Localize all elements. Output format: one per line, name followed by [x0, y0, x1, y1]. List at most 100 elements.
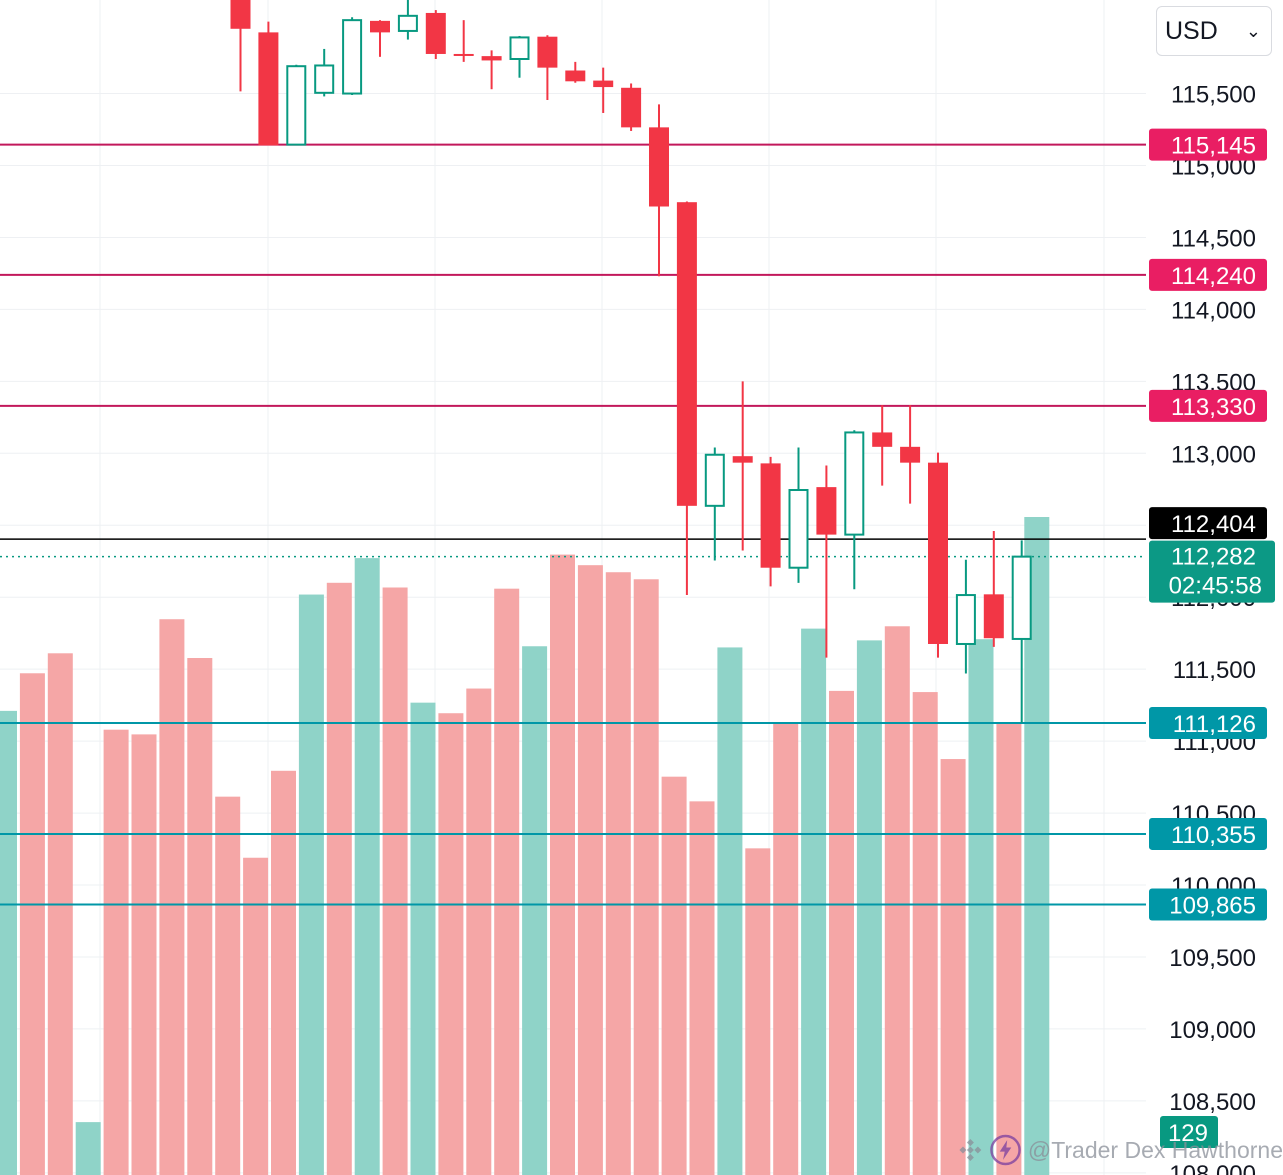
candle[interactable]: [816, 465, 837, 658]
price-level-labels: 115,145 114,240 113,330 111,126 110,355 109,8…: [1149, 128, 1275, 1148]
volume-bar: [243, 857, 269, 1175]
price-axis-tick-label: 111,500: [1173, 657, 1256, 684]
price-axis[interactable]: 115,500115,000114,500114,000113,500113,0…: [1169, 82, 1256, 1175]
candle-body: [453, 53, 474, 56]
resistance-price-label-text: 114,240: [1171, 263, 1256, 290]
candle[interactable]: [565, 61, 586, 83]
candle[interactable]: [1011, 540, 1032, 723]
candle[interactable]: [425, 10, 446, 60]
candle[interactable]: [649, 104, 669, 277]
candle[interactable]: [286, 64, 307, 146]
candle-body: [928, 462, 948, 644]
countdown-text: 02:45:58: [1169, 573, 1262, 600]
candle-body: [258, 32, 279, 146]
candle-body: [983, 594, 1004, 639]
avatar-bolt-icon: [990, 1134, 1021, 1166]
volume-bars: [0, 517, 1050, 1175]
watermark-text: @Trader Dex Hawthorne: [1027, 1136, 1283, 1163]
candle-body: [816, 487, 837, 535]
volume-bar: [661, 776, 687, 1175]
candle-body: [621, 87, 642, 128]
resistance-price-label: 115,145: [1149, 128, 1267, 161]
candle[interactable]: [453, 20, 474, 62]
support-price-label: 111,126: [1149, 706, 1267, 739]
candle[interactable]: [844, 430, 865, 590]
volume-bar: [577, 565, 603, 1175]
candle[interactable]: [509, 35, 530, 78]
resistance-price-label: 113,330: [1149, 389, 1267, 422]
volume-bar: [912, 692, 938, 1175]
support-price-label: 110,355: [1149, 817, 1267, 850]
candle[interactable]: [314, 48, 335, 97]
price-axis-tick-label: 113,000: [1171, 441, 1256, 468]
volume-bar: [438, 713, 464, 1175]
candle[interactable]: [872, 405, 893, 486]
support-price-label-bg: [1149, 888, 1267, 921]
candle-body: [342, 19, 363, 95]
volume-bar: [271, 770, 296, 1175]
watermark: @Trader Dex Hawthorne: [958, 1130, 1283, 1170]
candle-body: [732, 456, 753, 463]
candle-body: [397, 14, 418, 32]
candle[interactable]: [983, 531, 1004, 647]
candle-body: [286, 65, 307, 146]
volume-bar: [996, 723, 1022, 1175]
candle-body: [788, 489, 809, 569]
candle-body: [844, 431, 865, 536]
volume-bar: [75, 1122, 101, 1175]
candle[interactable]: [537, 35, 558, 101]
volume-bar: [801, 628, 827, 1175]
price-candles[interactable]: [230, 0, 1032, 723]
candle-body: [425, 12, 446, 54]
volume-bar: [326, 582, 352, 1175]
candle[interactable]: [760, 456, 781, 587]
price-axis-tick-label: 108,000: [1169, 1161, 1256, 1175]
candle-body: [872, 432, 893, 447]
candle[interactable]: [230, 0, 251, 92]
resistance-price-label-text: 113,330: [1171, 394, 1256, 421]
candle[interactable]: [928, 452, 948, 658]
price-axis-tick-label: 114,500: [1171, 225, 1256, 252]
currency-selector[interactable]: USD ⌄: [1156, 6, 1272, 56]
resistance-price-label-bg: [1149, 258, 1267, 291]
candle[interactable]: [258, 21, 279, 146]
volume-bar: [940, 759, 966, 1175]
candle[interactable]: [621, 83, 642, 131]
candle-body: [593, 80, 614, 88]
candle-body: [537, 36, 558, 68]
volume-bar: [354, 558, 380, 1175]
candle-body: [900, 446, 921, 463]
candle[interactable]: [788, 447, 809, 583]
candle[interactable]: [342, 17, 363, 95]
volume-bar: [382, 587, 408, 1175]
volume-value-bg: [1160, 1116, 1218, 1148]
candle[interactable]: [397, 0, 418, 40]
candle-body: [704, 453, 725, 507]
candle[interactable]: [676, 201, 697, 596]
last-close-price-label-bg: [1149, 507, 1267, 540]
support-price-label-bg: [1149, 706, 1267, 739]
support-price-label-text: 111,126: [1173, 711, 1256, 738]
volume-bar: [298, 594, 324, 1175]
candle[interactable]: [732, 381, 753, 551]
price-axis-tick-label: 114,000: [1171, 297, 1256, 324]
volume-bar: [466, 688, 492, 1175]
candle-body: [230, 0, 251, 29]
price-axis-tick-label: 109,500: [1169, 945, 1256, 972]
volume-bar: [856, 640, 882, 1175]
candle-body: [676, 202, 697, 506]
candle[interactable]: [593, 67, 614, 113]
candle[interactable]: [704, 447, 725, 561]
candle[interactable]: [900, 405, 921, 504]
binance-logo-icon: [959, 1139, 982, 1161]
candle[interactable]: [481, 50, 502, 90]
candle-body: [370, 20, 390, 33]
volume-bar: [773, 723, 799, 1175]
candle-body: [314, 64, 335, 94]
candle[interactable]: [955, 559, 976, 674]
price-axis-tick-label: 108,500: [1169, 1089, 1256, 1116]
price-axis-tick-label: 109,000: [1169, 1017, 1256, 1044]
candle[interactable]: [370, 20, 390, 57]
